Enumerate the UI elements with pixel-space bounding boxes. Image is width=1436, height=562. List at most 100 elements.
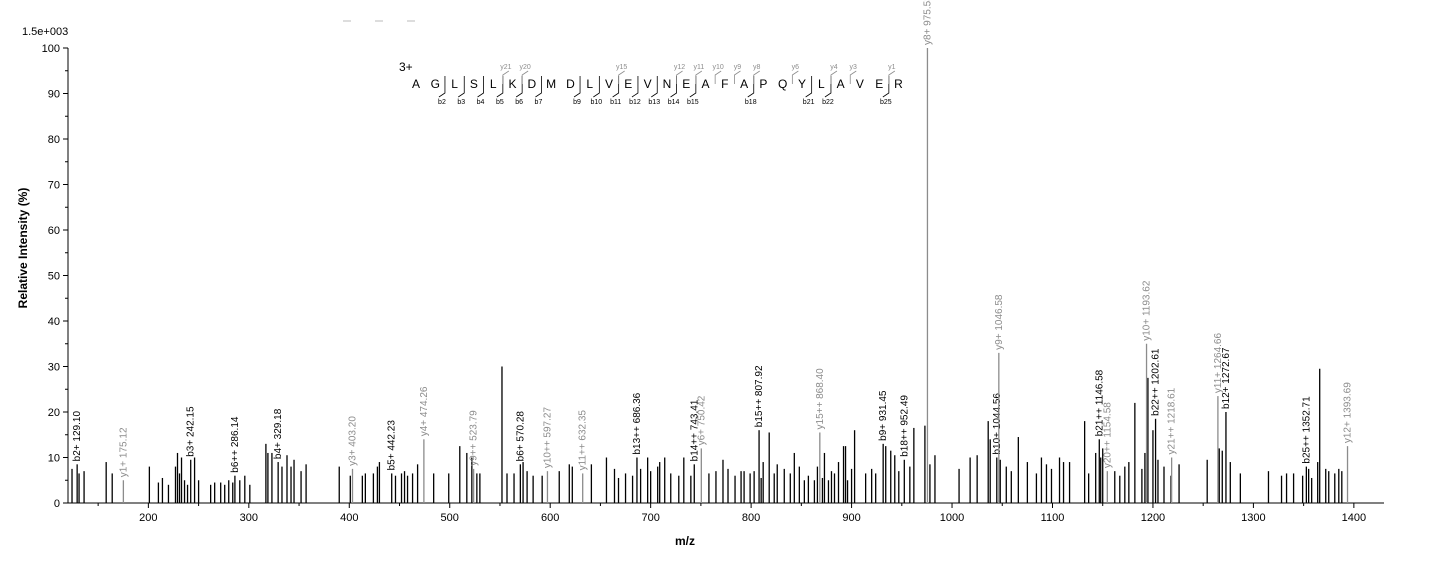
intensity-scale-label: 1.5e+003 <box>22 26 68 38</box>
peak-bars <box>71 366 1343 503</box>
residue: N <box>663 77 672 91</box>
peak-label: y15++ 868.40 <box>815 368 826 430</box>
b-ion-bracket <box>496 76 504 98</box>
b-ion-bracket <box>477 76 484 98</box>
peak-label: b10+ 1044.56 <box>992 393 1003 455</box>
peak-label: b3+ 242.15 <box>186 406 197 457</box>
b-ion-label: b12 <box>629 99 641 106</box>
residue: F <box>721 77 728 91</box>
y-tick-label: 0 <box>54 498 60 510</box>
peak-label: y9++ 523.79 <box>469 410 480 466</box>
x-tick-label: 1000 <box>940 512 964 524</box>
peak-label: b18++ 952.49 <box>899 395 910 457</box>
peak-label: y10+ 1193.62 <box>1142 280 1153 341</box>
peak-label: b21++ 1146.58 <box>1094 369 1105 436</box>
peak-label: y8+ 975.53 <box>922 0 933 45</box>
y-tick-label: 100 <box>42 43 60 55</box>
peak-label: b2+ 129.10 <box>72 411 83 462</box>
residue: V <box>644 77 652 91</box>
peak-label: y21++ 1218.61 <box>1167 387 1178 454</box>
b-ion-label: b10 <box>591 99 603 106</box>
x-axis: 200 300 400 500 600 700 800 900 1000 1100 1200 1300… <box>68 502 1384 524</box>
x-tick-label: 200 <box>139 512 157 524</box>
residue: E <box>875 77 883 91</box>
peak-label: y10++ 597.27 <box>542 407 553 469</box>
b-ion-label: b6 <box>515 99 523 106</box>
b-ion-label: b15 <box>687 99 699 106</box>
residue: V <box>605 77 613 91</box>
residue: S <box>470 77 478 91</box>
residue: R <box>894 77 903 91</box>
x-tick-label: 600 <box>541 512 559 524</box>
y-ion-label: y4 <box>830 64 838 71</box>
b-ion-label: b21 <box>803 99 815 106</box>
peak-label: y3+ 403.20 <box>347 416 358 466</box>
peak-label: y11+ 1264.66 <box>1213 332 1224 393</box>
peptide-sequence-map: 3+A G L S L K D M D L V E V N E A F A P Q Y L A V E Rb2 b3 b4 b5 b6 b7… <box>399 60 903 106</box>
y-ion-bracket <box>714 70 722 84</box>
residue: Y <box>798 77 806 91</box>
b-ion-bracket <box>593 76 600 98</box>
peak-label: y20++ 1154.58 <box>1102 402 1113 468</box>
y-ion-label: y3 <box>850 64 858 71</box>
x-tick-label: 300 <box>240 512 258 524</box>
b-ion-bracket <box>882 76 890 98</box>
y-tick-label: 50 <box>48 271 60 283</box>
y-ion-label: y9 <box>734 64 742 71</box>
y-ion-label: y6 <box>792 64 800 71</box>
residue: D <box>566 77 575 91</box>
residue: K <box>508 77 516 91</box>
y-ion-label: y11 <box>693 64 704 71</box>
peak-label: b5+ 442.23 <box>387 420 398 471</box>
b-ion-label: b7 <box>535 99 543 106</box>
residue: L <box>818 77 825 91</box>
y-ion-bracket <box>521 70 529 84</box>
y-ion-bracket <box>695 70 703 84</box>
b-ion-bracket <box>824 76 832 98</box>
residue: E <box>624 77 632 91</box>
x-tick-label: 1400 <box>1342 512 1366 524</box>
b-ion-bracket <box>670 76 677 98</box>
peak-label: y6+ 750.42 <box>696 395 707 445</box>
peak-label: y12+ 1393.69 <box>1343 382 1354 443</box>
residue: M <box>546 77 556 91</box>
y-axis-title: Relative Intensity (%) <box>16 188 30 309</box>
y-ion-label: y8 <box>753 64 761 71</box>
y-tick-label: 10 <box>48 453 60 465</box>
residue: E <box>682 77 690 91</box>
residue: Q <box>778 77 787 91</box>
y-tick-label: 70 <box>48 180 60 192</box>
b-ion-label: b11 <box>610 99 621 106</box>
residue: G <box>431 77 440 91</box>
b-ion-bracket <box>651 76 658 98</box>
x-tick-label: 700 <box>641 512 659 524</box>
y-ion-bracket <box>734 70 741 84</box>
peak-label: y11++ 632.35 <box>578 410 589 471</box>
y-ion-label: y15 <box>616 64 627 71</box>
residue: A <box>740 77 748 91</box>
y-tick-label: 60 <box>48 225 60 237</box>
residue: V <box>856 77 864 91</box>
peak-label: y9+ 1046.58 <box>994 294 1005 350</box>
y-tick-label: 30 <box>48 362 60 374</box>
x-tick-label: 1300 <box>1241 512 1265 524</box>
peak-label: b13++ 686.36 <box>632 392 643 454</box>
x-tick-label: 800 <box>742 512 760 524</box>
peak-label: y4+ 474.26 <box>419 386 430 436</box>
b-ion-bracket <box>458 76 465 98</box>
peak-label: b12+ 1272.67 <box>1221 347 1232 409</box>
peak-label: b6+ 570.28 <box>515 411 526 462</box>
peak-label: b22++ 1202.61 <box>1151 348 1162 416</box>
y-tick-label: 40 <box>48 316 60 328</box>
peak-label: b14++ 743.41 <box>689 399 700 461</box>
y-tick-label: 90 <box>48 89 60 101</box>
b-ion-bracket <box>535 76 542 98</box>
residue: P <box>759 77 767 91</box>
b-ion-label: b25 <box>880 99 892 106</box>
peptide-charge: 3+ <box>399 60 413 74</box>
b-ion-bracket <box>573 76 581 98</box>
residue: L <box>586 77 593 91</box>
b-ion-label: b5 <box>496 99 504 106</box>
peak-label: b6++ 286.14 <box>230 416 241 473</box>
